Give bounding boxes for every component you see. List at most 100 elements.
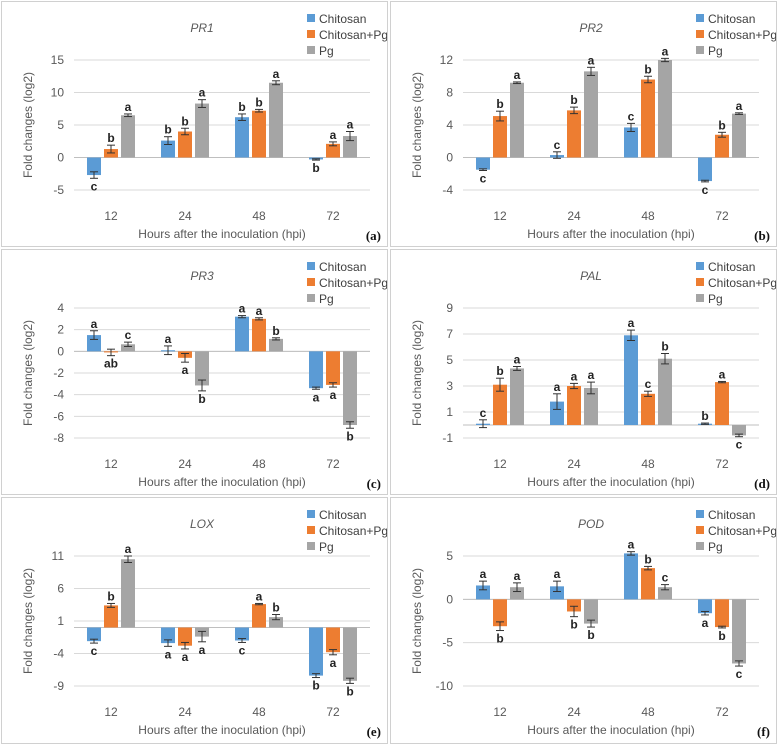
- significance-letter: a: [628, 316, 635, 330]
- bar: [550, 586, 564, 600]
- bar: [550, 401, 564, 425]
- x-tick-label: 72: [326, 705, 340, 719]
- bar: [343, 136, 357, 158]
- y-tick-label: -4: [442, 183, 453, 197]
- significance-letter: b: [718, 629, 725, 643]
- significance-letter: c: [736, 667, 743, 681]
- legend-label: Chitosan: [319, 508, 366, 522]
- y-tick-label: -4: [53, 388, 64, 402]
- x-axis-title: Hours after the inoculation (hpi): [527, 227, 694, 241]
- significance-letter: c: [91, 179, 98, 193]
- chart-title: PAL: [580, 269, 602, 283]
- y-tick-label: 7: [446, 327, 453, 341]
- bar: [584, 387, 598, 425]
- y-tick-label: 5: [57, 118, 64, 132]
- bar-chart: PAL -1 1 3 5 7 9 Fold changes (log2) Hours after…: [410, 260, 776, 491]
- y-axis-title: Fold changes (log2): [410, 72, 424, 178]
- significance-letter: a: [702, 616, 709, 630]
- significance-letter: c: [91, 644, 98, 658]
- chart-title: LOX: [190, 517, 215, 531]
- significance-letter: a: [273, 67, 280, 81]
- significance-letter: c: [480, 406, 487, 420]
- significance-letter: c: [239, 643, 246, 657]
- significance-letter: a: [182, 363, 189, 377]
- significance-letter: a: [554, 567, 561, 581]
- significance-letter: c: [736, 438, 743, 452]
- y-tick-label: 12: [440, 53, 454, 67]
- bar: [87, 627, 101, 642]
- y-tick-label: 10: [51, 86, 65, 100]
- legend-label: Chitosan: [319, 12, 366, 26]
- bar: [493, 599, 507, 627]
- significance-letter: b: [570, 93, 577, 107]
- legend-swatch: [696, 526, 704, 534]
- y-tick-label: 4: [57, 301, 64, 315]
- chart-title: PR1: [190, 21, 213, 35]
- significance-letter: b: [496, 364, 503, 378]
- significance-letter: a: [628, 538, 635, 552]
- y-tick-label: 1: [446, 405, 453, 419]
- y-tick-label: 0: [57, 151, 64, 165]
- bar: [476, 157, 490, 170]
- x-tick-label: 72: [715, 705, 729, 719]
- bar: [698, 599, 712, 614]
- legend-swatch: [696, 30, 704, 38]
- panel-label: (c): [367, 476, 381, 491]
- y-tick-label: -2: [53, 366, 64, 380]
- significance-letter: b: [164, 123, 171, 137]
- significance-letter: a: [256, 589, 263, 603]
- y-tick-label: 2: [57, 323, 64, 337]
- legend-label: Pg: [319, 540, 334, 554]
- y-tick-label: 8: [446, 86, 453, 100]
- bar: [624, 335, 638, 425]
- significance-letter: a: [165, 332, 172, 346]
- significance-letter: ab: [104, 357, 118, 371]
- x-tick-label: 24: [178, 209, 192, 223]
- bar: [161, 627, 175, 644]
- significance-letter: a: [554, 380, 561, 394]
- legend-label: Pg: [708, 292, 723, 306]
- significance-letter: a: [125, 100, 132, 114]
- x-tick-label: 12: [104, 209, 118, 223]
- legend-swatch: [307, 294, 315, 302]
- x-tick-label: 48: [641, 457, 655, 471]
- significance-letter: b: [198, 392, 205, 406]
- y-axis-title: Fold changes (log2): [410, 320, 424, 426]
- significance-letter: a: [165, 647, 172, 661]
- legend-label: Pg: [708, 44, 723, 58]
- significance-letter: a: [347, 118, 354, 132]
- bar: [624, 127, 638, 158]
- significance-letter: b: [255, 95, 262, 109]
- significance-letter: b: [701, 409, 708, 423]
- legend-label: Chitosan+Pg: [708, 524, 776, 538]
- significance-letter: a: [480, 567, 487, 581]
- x-tick-label: 72: [715, 209, 729, 223]
- bar: [252, 110, 266, 158]
- x-axis-title: Hours after the inoculation (hpi): [527, 723, 694, 737]
- significance-letter: c: [645, 377, 652, 391]
- significance-letter: b: [661, 340, 668, 354]
- bar: [343, 627, 357, 681]
- y-tick-label: 0: [446, 151, 453, 165]
- significance-letter: c: [480, 172, 487, 186]
- panel-label: (e): [367, 724, 381, 739]
- chart-title: PR3: [190, 269, 214, 283]
- significance-letter: b: [238, 100, 245, 114]
- significance-letter: a: [588, 368, 595, 382]
- y-tick-label: 5: [446, 353, 453, 367]
- x-axis-title: Hours after the inoculation (hpi): [138, 227, 305, 241]
- legend-swatch: [696, 294, 704, 302]
- significance-letter: a: [199, 643, 206, 657]
- significance-letter: a: [514, 68, 521, 82]
- x-tick-label: 72: [326, 457, 340, 471]
- y-tick-label: -6: [53, 409, 64, 423]
- significance-letter: a: [330, 656, 337, 670]
- x-tick-label: 24: [178, 457, 192, 471]
- legend-swatch: [307, 278, 315, 286]
- bar: [641, 79, 655, 158]
- legend-label: Chitosan+Pg: [708, 276, 776, 290]
- significance-letter: c: [125, 328, 132, 342]
- significance-letter: b: [312, 161, 319, 175]
